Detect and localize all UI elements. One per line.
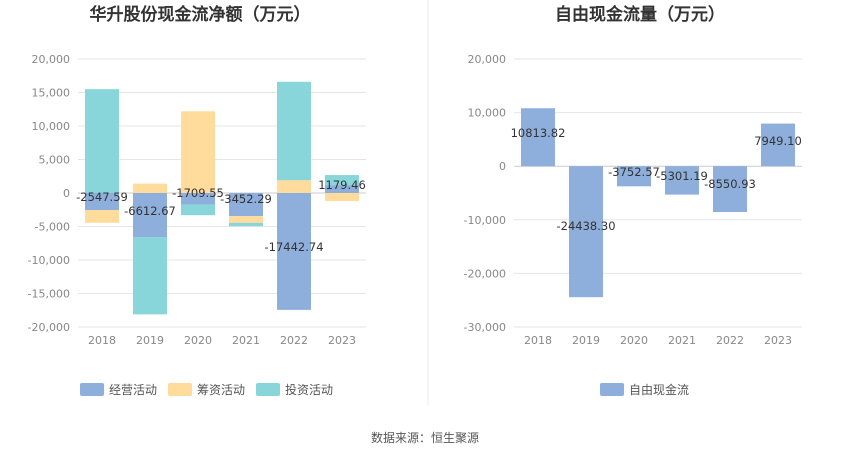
- bar-自由现金流: [665, 166, 699, 195]
- x-tick-label: 2018: [88, 334, 116, 347]
- bar-筹资活动: [133, 183, 167, 193]
- data-label: -2547.59: [76, 190, 128, 204]
- y-tick-label: 0: [499, 160, 506, 173]
- legend-swatch: [600, 383, 624, 396]
- bar-经营活动: [181, 193, 215, 205]
- bar-经营活动: [325, 185, 359, 193]
- data-label: 1179.46: [318, 178, 366, 192]
- legend-swatch: [256, 383, 280, 396]
- bar-投资活动: [181, 204, 215, 216]
- bar-筹资活动: [85, 210, 119, 223]
- bar-自由现金流: [713, 166, 747, 213]
- y-tick-label: 5,000: [39, 154, 71, 167]
- data-label: -1709.55: [172, 186, 224, 200]
- bar-筹资活动: [181, 111, 215, 193]
- bar-投资活动: [229, 222, 263, 227]
- x-tick-label: 2022: [716, 334, 744, 347]
- y-tick-label: 20,000: [468, 53, 507, 66]
- bar-经营活动: [85, 193, 119, 211]
- x-tick-label: 2023: [328, 334, 356, 347]
- data-label: -17442.74: [264, 240, 323, 254]
- bar-经营活动: [277, 193, 311, 310]
- bar-投资活动: [133, 237, 167, 315]
- bar-筹资活动: [325, 193, 359, 202]
- cash-flow-net-chart: 华升股份现金流净额（万元） 20,000 15,000 10,000 5,000 0 -5,…: [28, 4, 366, 397]
- bar-经营活动: [133, 193, 167, 238]
- y-tick-label: 20,000: [32, 53, 71, 66]
- x-tick-label: 2023: [764, 334, 792, 347]
- x-tick-label: 2019: [572, 334, 600, 347]
- data-label: -8550.93: [704, 177, 756, 191]
- bar-投资活动: [325, 175, 359, 186]
- data-label: -3452.29: [220, 192, 272, 206]
- bar-投资活动: [277, 81, 311, 181]
- x-tick-label: 2020: [184, 334, 212, 347]
- data-label: -5301.19: [656, 169, 708, 183]
- x-tick-label: 2018: [524, 334, 552, 347]
- bar-自由现金流: [521, 108, 555, 167]
- y-tick-label: -10,000: [464, 214, 506, 227]
- free-cash-flow-chart: 自由现金流量（万元） 20,000 10,000 0 -10,000 -20,000 -30…: [464, 4, 802, 397]
- y-tick-label: -20,000: [464, 267, 506, 280]
- y-tick-label: -5,000: [35, 221, 70, 234]
- y-tick-label: -20,000: [28, 321, 70, 334]
- data-label: -24438.30: [556, 219, 615, 233]
- data-label: -3752.57: [608, 165, 660, 179]
- data-label: 7949.10: [754, 134, 802, 148]
- chart-title: 华升股份现金流净额（万元）: [90, 4, 311, 25]
- y-tick-label: 0: [63, 187, 70, 200]
- x-tick-label: 2021: [232, 334, 260, 347]
- bar-自由现金流: [569, 166, 603, 298]
- y-tick-label: -30,000: [464, 321, 506, 334]
- y-tick-label: -15,000: [28, 288, 70, 301]
- x-tick-label: 2019: [136, 334, 164, 347]
- x-tick-label: 2020: [620, 334, 648, 347]
- x-tick-label: 2021: [668, 334, 696, 347]
- data-label: 10813.82: [511, 126, 566, 140]
- data-label: -6612.67: [124, 204, 176, 218]
- legend-label: 经营活动: [109, 383, 157, 397]
- bar-投资活动: [85, 89, 119, 193]
- legend-label: 自由现金流: [629, 382, 689, 397]
- chart-title: 自由现金流量（万元）: [555, 4, 725, 25]
- legend-label: 筹资活动: [197, 383, 245, 397]
- x-tick-label: 2022: [280, 334, 308, 347]
- y-tick-label: 10,000: [468, 107, 507, 120]
- y-tick-label: -10,000: [28, 254, 70, 267]
- legend-label: 投资活动: [285, 382, 333, 397]
- source-label: 数据来源：恒生聚源: [371, 430, 479, 445]
- bar-筹资活动: [229, 216, 263, 223]
- legend-swatch: [80, 383, 104, 396]
- bar-自由现金流: [761, 123, 795, 167]
- y-tick-label: 15,000: [32, 87, 71, 100]
- bar-筹资活动: [277, 180, 311, 193]
- bar-自由现金流: [617, 166, 651, 187]
- y-tick-label: 10,000: [32, 120, 71, 133]
- legend-swatch: [168, 383, 192, 396]
- bar-经营活动: [229, 193, 263, 217]
